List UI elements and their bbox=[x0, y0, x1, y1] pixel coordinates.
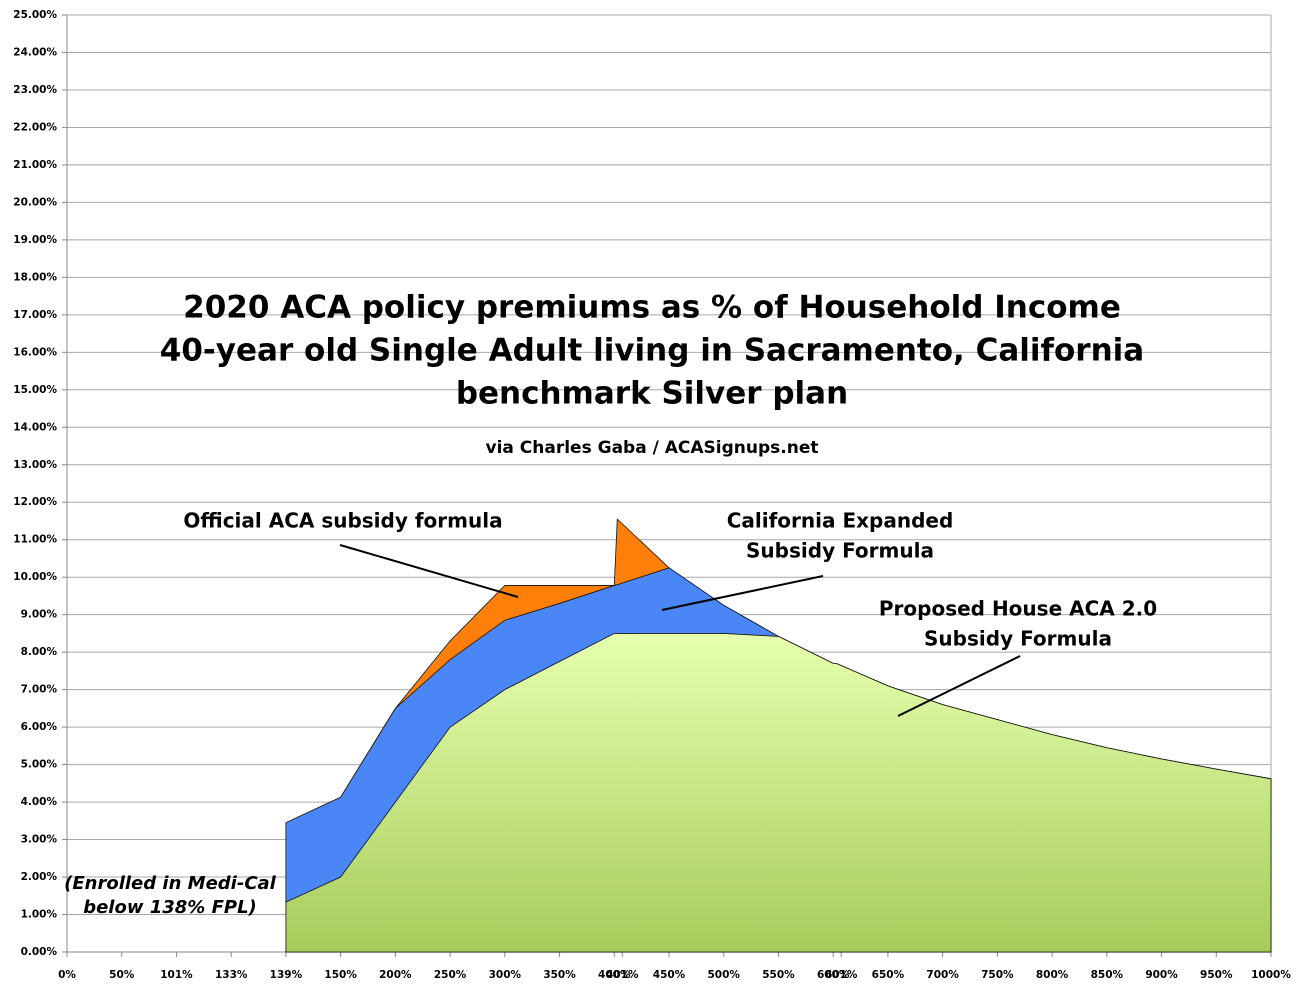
y-tick-label: 23.00% bbox=[13, 84, 57, 96]
y-tick-label: 12.00% bbox=[13, 496, 57, 508]
x-tick-label: 550% bbox=[762, 969, 795, 981]
y-tick-label: 19.00% bbox=[13, 234, 57, 246]
x-tick-label: 350% bbox=[543, 969, 576, 981]
x-tick-label: 300% bbox=[489, 969, 522, 981]
y-tick-label: 0.00% bbox=[21, 946, 58, 958]
y-tick-label: 9.00% bbox=[21, 609, 58, 621]
series-label: California Expanded bbox=[727, 509, 954, 533]
y-tick-label: 14.00% bbox=[13, 421, 57, 433]
x-tick-label: 150% bbox=[324, 969, 357, 981]
y-tick-label: 8.00% bbox=[21, 646, 58, 658]
y-tick-label: 20.00% bbox=[13, 196, 57, 208]
x-tick-label: 850% bbox=[1091, 969, 1124, 981]
x-tick-label: 133% bbox=[215, 969, 248, 981]
y-tick-label: 6.00% bbox=[21, 721, 58, 733]
x-tick-label: 800% bbox=[1036, 969, 1069, 981]
note: (Enrolled in Medi-Cal bbox=[64, 873, 277, 894]
y-tick-label: 13.00% bbox=[13, 459, 57, 471]
x-tick-label: 401% bbox=[606, 969, 639, 981]
x-tick-label: 900% bbox=[1145, 969, 1178, 981]
x-tick-label: 0% bbox=[58, 969, 76, 981]
y-tick-label: 25.00% bbox=[13, 9, 57, 21]
chart-subtitle: via Charles Gaba / ACASignups.net bbox=[486, 438, 819, 458]
y-tick-label: 18.00% bbox=[13, 271, 57, 283]
y-tick-label: 2.00% bbox=[21, 871, 58, 883]
y-tick-label: 16.00% bbox=[13, 346, 57, 358]
note: below 138% FPL) bbox=[83, 897, 257, 918]
pointer-line bbox=[339, 544, 519, 598]
chart-title: 2020 ACA policy premiums as % of Househo… bbox=[183, 290, 1121, 326]
chart-title: 40-year old Single Adult living in Sacra… bbox=[160, 333, 1144, 369]
y-tick-label: 10.00% bbox=[13, 571, 57, 583]
x-tick-label: 950% bbox=[1200, 969, 1233, 981]
x-tick-label: 600% bbox=[817, 969, 850, 981]
y-tick-label: 7.00% bbox=[21, 684, 58, 696]
x-tick-label: 250% bbox=[434, 969, 467, 981]
y-tick-label: 22.00% bbox=[13, 121, 57, 133]
series-label: Subsidy Formula bbox=[924, 627, 1112, 651]
y-tick-label: 3.00% bbox=[21, 834, 58, 846]
y-tick-label: 4.00% bbox=[21, 796, 58, 808]
x-tick-label: 1000% bbox=[1251, 969, 1291, 981]
y-tick-label: 1.00% bbox=[21, 909, 58, 921]
series-label: Proposed House ACA 2.0 bbox=[879, 597, 1157, 621]
x-tick-label: 650% bbox=[872, 969, 905, 981]
y-tick-label: 17.00% bbox=[13, 309, 57, 321]
x-tick-label: 101% bbox=[160, 969, 193, 981]
y-tick-label: 15.00% bbox=[13, 384, 57, 396]
x-tick-label: 139% bbox=[270, 969, 303, 981]
y-tick-label: 24.00% bbox=[13, 46, 57, 58]
series-label: Subsidy Formula bbox=[746, 539, 934, 563]
x-tick-label: 601% bbox=[825, 969, 858, 981]
x-tick-label: 450% bbox=[653, 969, 686, 981]
y-tick-label: 21.00% bbox=[13, 159, 57, 171]
y-tick-label: 11.00% bbox=[13, 534, 57, 546]
series-label: Official ACA subsidy formula bbox=[183, 509, 502, 533]
x-tick-label: 500% bbox=[708, 969, 741, 981]
pointer-line bbox=[897, 655, 1021, 717]
pointer-line bbox=[661, 575, 824, 611]
area bbox=[285, 633, 1272, 953]
chart-title: benchmark Silver plan bbox=[456, 376, 848, 412]
x-tick-label: 200% bbox=[379, 969, 412, 981]
x-tick-label: 400% bbox=[598, 969, 631, 981]
y-tick-label: 5.00% bbox=[21, 759, 58, 771]
x-tick-label: 50% bbox=[109, 969, 135, 981]
x-tick-label: 700% bbox=[926, 969, 959, 981]
x-tick-label: 750% bbox=[981, 969, 1014, 981]
